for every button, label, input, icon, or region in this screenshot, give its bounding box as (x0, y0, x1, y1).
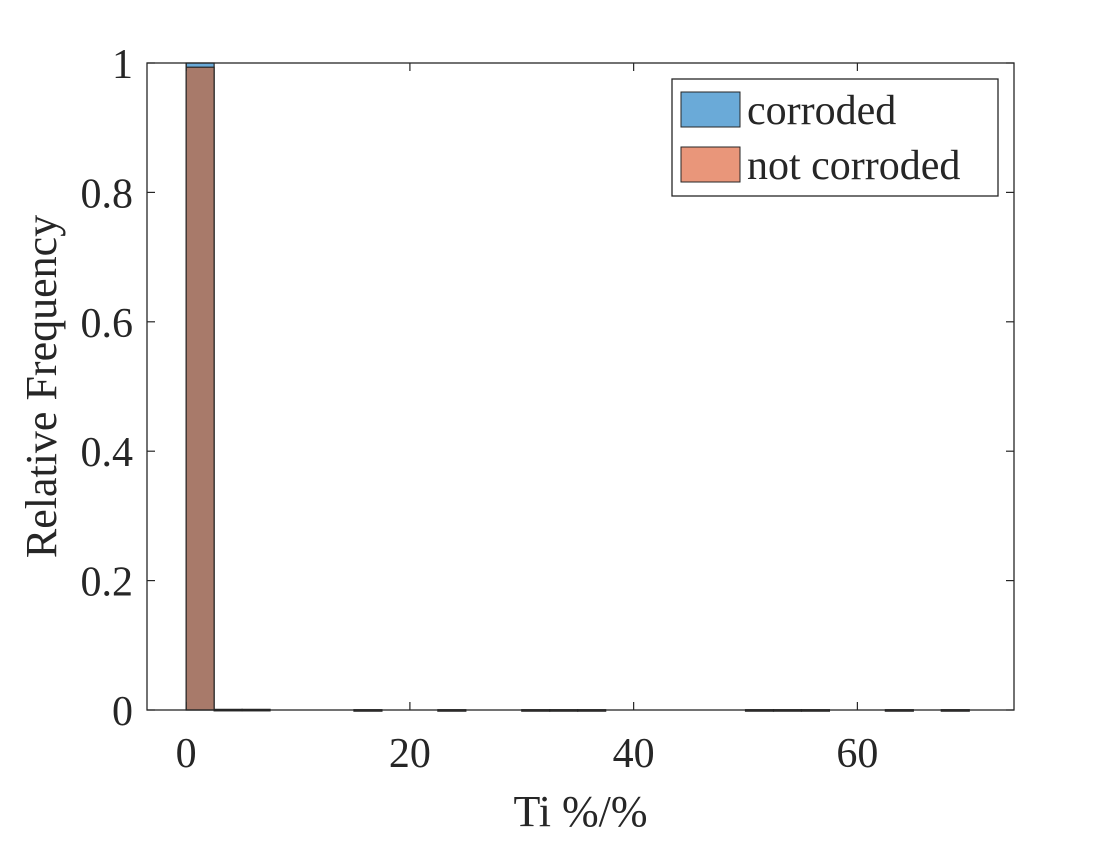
y-axis-label: Relative Frequency (17, 215, 66, 558)
bar-not-corroded-0 (185, 66, 215, 711)
y-tick-label: 0 (112, 689, 133, 735)
x-tick-label: 60 (836, 731, 878, 777)
y-tick-label: 0.2 (81, 560, 134, 606)
legend-swatch-not-corroded (680, 146, 741, 183)
y-tick-label: 0.6 (81, 301, 134, 347)
axes-box (146, 62, 1015, 711)
x-axis-label: Ti %/% (513, 787, 647, 836)
legend: corroded not corroded (671, 78, 999, 197)
x-tick-label: 20 (389, 731, 431, 777)
y-tick-label: 0.8 (81, 171, 134, 217)
legend-label-corroded: corroded (747, 88, 896, 134)
y-tick-label: 0.4 (81, 430, 134, 476)
y-tick-label: 1 (112, 42, 133, 88)
x-tick-label: 0 (176, 731, 197, 777)
legend-swatch-corroded (680, 91, 741, 128)
x-tick-label: 40 (613, 731, 655, 777)
legend-label-not-corroded: not corroded (747, 143, 960, 189)
ticks-layer: 0 20 40 60 0 0.2 0.4 0.6 0.8 1 (81, 42, 1014, 777)
